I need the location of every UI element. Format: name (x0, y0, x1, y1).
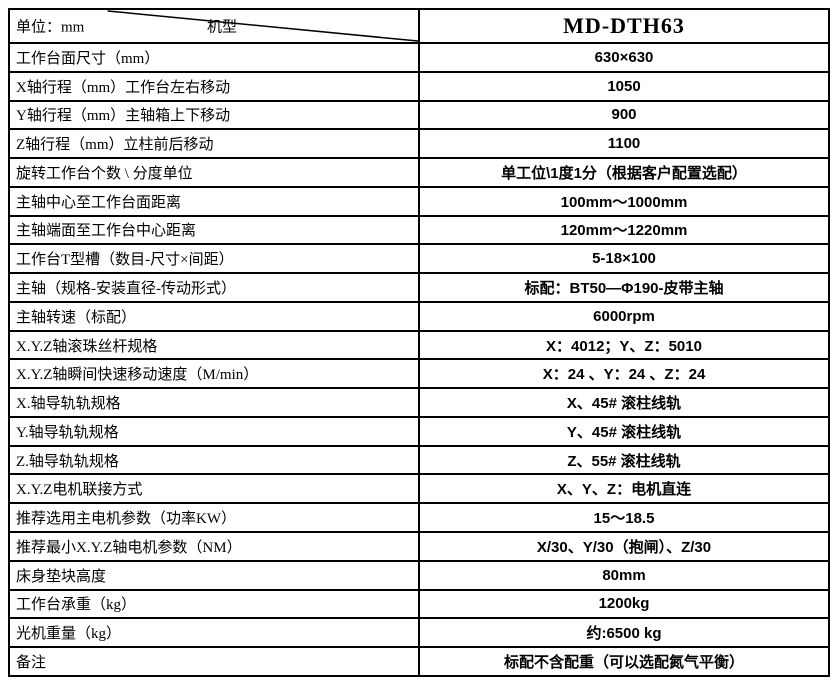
table-row: 主轴中心至工作台面距离 100mm～1000mm (10, 187, 828, 217)
spec-value: 100mm～1000mm (560, 193, 688, 211)
spec-value: 1100 (607, 135, 641, 153)
spec-label: X.Y.Z轴瞬间快速移动速度（M/min） (10, 360, 420, 388)
spec-value: 1200kg (598, 595, 650, 613)
spec-value: Y、45# 滚柱线轨 (566, 423, 682, 441)
table-row: 推荐选用主电机参数（功率KW） 15～18.5 (10, 504, 828, 534)
spec-value: 约:6500 kg (586, 625, 662, 643)
spec-label: Y轴行程（mm）主轴箱上下移动 (10, 101, 420, 129)
spec-value: 15～18.5 (593, 510, 655, 528)
spec-value: X、Y、Z：电机直连 (556, 481, 692, 499)
spec-label: 主轴中心至工作台面距离 (10, 187, 420, 215)
model-label: 机型 (207, 19, 238, 36)
spec-label: 推荐选用主电机参数（功率KW） (10, 504, 420, 532)
spec-label: 主轴端面至工作台中心距离 (10, 216, 420, 244)
spec-value: 1050 (607, 77, 641, 95)
spec-value: 900 (611, 106, 637, 124)
spec-value: 单工位\1度1分（根据客户配置选配） (501, 164, 747, 182)
table-row: X.Y.Z轴瞬间快速移动速度（M/min） X：24 、Y：24 、Z：24 (10, 360, 828, 390)
spec-label: Z.轴导轨轨规格 (10, 446, 420, 474)
table-row: 旋转工作台个数 \ 分度单位 单工位\1度1分（根据客户配置选配） (10, 159, 828, 188)
spec-label: 工作台面尺寸（mm） (10, 44, 420, 71)
spec-label: 推荐最小X.Y.Z轴电机参数（NM） (10, 533, 420, 560)
table-row: X.Y.Z轴滚珠丝杆规格 X：4012；Y、Z：5010 (10, 331, 828, 361)
table-row: 主轴（规格-安装直径-传动形式） 标配：BT50—Φ190-皮带主轴 (10, 274, 828, 303)
spec-value: X：4012；Y、Z：5010 (546, 337, 702, 355)
spec-value: X：24 、Y：24 、Z：24 (542, 366, 706, 384)
spec-value: X/30、Y/30（抱闸）、Z/30 (536, 538, 712, 556)
table-header-row: 单位：mm 机型 MD-DTH63 (10, 10, 828, 44)
spec-label: 工作台T型槽（数目-尺寸×间距） (10, 245, 420, 273)
table-row: Z.轴导轨轨规格 Z、55# 滚柱线轨 (10, 446, 828, 476)
table-row: 主轴转速（标配） 6000rpm (10, 302, 828, 332)
table-row: 床身垫块高度 80mm (10, 561, 828, 591)
table-row: 备注 标配不含配重（可以选配氮气平衡） (10, 648, 828, 675)
table-row: 工作台面尺寸（mm） 630×630 (10, 44, 828, 73)
spec-value: 80mm (602, 566, 646, 584)
spec-label: 备注 (10, 648, 420, 675)
header-diagonal-cell: 单位：mm 机型 (10, 10, 420, 42)
table-row: Z轴行程（mm）立柱前后移动 1100 (10, 130, 828, 160)
spec-label: X轴行程（mm）工作台左右移动 (10, 72, 420, 100)
unit-label: 单位：mm (16, 19, 85, 36)
spec-value: 6000rpm (593, 307, 655, 325)
spec-label: Y.轴导轨轨规格 (10, 417, 420, 445)
spec-value: X、45# 滚柱线轨 (566, 395, 682, 413)
spec-label: 光机重量（kg） (10, 619, 420, 647)
spec-value: 标配不含配重（可以选配氮气平衡） (503, 653, 744, 671)
spec-label: X.轴导轨轨规格 (10, 389, 420, 416)
table-row: Y轴行程（mm）主轴箱上下移动 900 (10, 101, 828, 131)
spec-label: X.Y.Z电机联接方式 (10, 475, 420, 503)
table-row: 光机重量（kg） 约:6500 kg (10, 619, 828, 649)
spec-value: 120mm～1220mm (560, 222, 688, 240)
spec-value: 5-18×100 (592, 250, 656, 268)
table-row: X.Y.Z电机联接方式 X、Y、Z：电机直连 (10, 475, 828, 505)
table-row: X轴行程（mm）工作台左右移动 1050 (10, 72, 828, 102)
spec-label: 床身垫块高度 (10, 561, 420, 589)
machine-spec-table: 单位：mm 机型 MD-DTH63 工作台面尺寸（mm） 630×630 X轴行… (8, 8, 830, 677)
model-value: MD-DTH63 (563, 13, 685, 38)
spec-label: 工作台承重（kg） (10, 590, 420, 618)
spec-value: 630×630 (594, 48, 654, 66)
table-row: 推荐最小X.Y.Z轴电机参数（NM） X/30、Y/30（抱闸）、Z/30 (10, 533, 828, 562)
spec-value: Z、55# 滚柱线轨 (567, 452, 681, 470)
table-row: X.轴导轨轨规格 X、45# 滚柱线轨 (10, 389, 828, 418)
table-row: 工作台T型槽（数目-尺寸×间距） 5-18×100 (10, 245, 828, 275)
spec-label: 旋转工作台个数 \ 分度单位 (10, 159, 420, 186)
table-row: 工作台承重（kg） 1200kg (10, 590, 828, 620)
table-row: Y.轴导轨轨规格 Y、45# 滚柱线轨 (10, 417, 828, 447)
spec-label: Z轴行程（mm）立柱前后移动 (10, 130, 420, 158)
spec-label: 主轴（规格-安装直径-传动形式） (10, 274, 420, 301)
table-row: 主轴端面至工作台中心距离 120mm～1220mm (10, 216, 828, 246)
spec-label: 主轴转速（标配） (10, 302, 420, 330)
spec-value: 标配：BT50—Φ190-皮带主轴 (524, 280, 724, 297)
model-value-cell: MD-DTH63 (420, 10, 828, 42)
spec-label: X.Y.Z轴滚珠丝杆规格 (10, 331, 420, 359)
